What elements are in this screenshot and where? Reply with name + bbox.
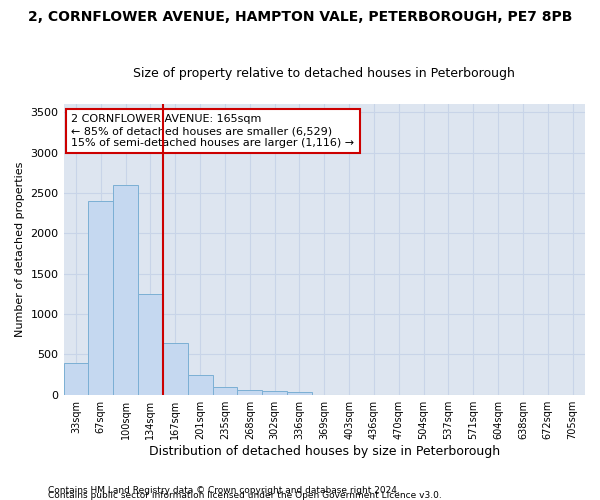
Bar bbox=[287, 392, 312, 394]
Title: Size of property relative to detached houses in Peterborough: Size of property relative to detached ho… bbox=[133, 66, 515, 80]
Bar bbox=[138, 294, 163, 394]
Bar bbox=[64, 363, 88, 394]
Text: 2 CORNFLOWER AVENUE: 165sqm
← 85% of detached houses are smaller (6,529)
15% of : 2 CORNFLOWER AVENUE: 165sqm ← 85% of det… bbox=[71, 114, 355, 148]
X-axis label: Distribution of detached houses by size in Peterborough: Distribution of detached houses by size … bbox=[149, 444, 500, 458]
Text: 2, CORNFLOWER AVENUE, HAMPTON VALE, PETERBOROUGH, PE7 8PB: 2, CORNFLOWER AVENUE, HAMPTON VALE, PETE… bbox=[28, 10, 572, 24]
Y-axis label: Number of detached properties: Number of detached properties bbox=[15, 162, 25, 337]
Bar bbox=[212, 386, 238, 394]
Bar bbox=[163, 343, 188, 394]
Text: Contains HM Land Registry data © Crown copyright and database right 2024.: Contains HM Land Registry data © Crown c… bbox=[48, 486, 400, 495]
Bar bbox=[238, 390, 262, 394]
Text: Contains public sector information licensed under the Open Government Licence v3: Contains public sector information licen… bbox=[48, 491, 442, 500]
Bar bbox=[262, 392, 287, 394]
Bar bbox=[88, 201, 113, 394]
Bar bbox=[113, 185, 138, 394]
Bar bbox=[188, 374, 212, 394]
